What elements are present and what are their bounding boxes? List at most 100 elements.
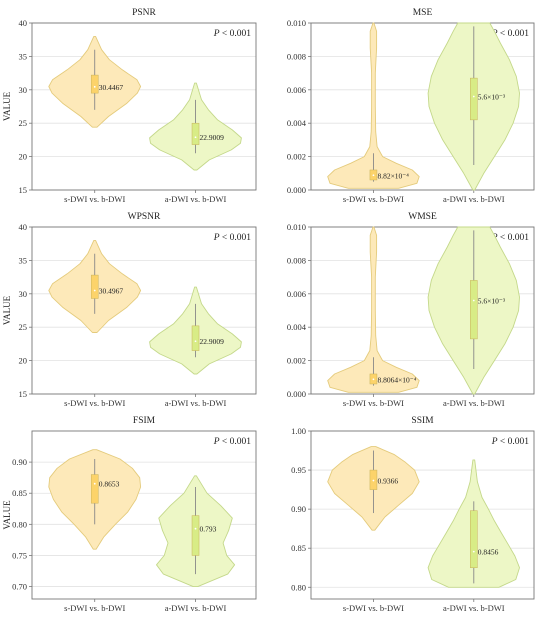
plot-frame — [31, 226, 257, 395]
y-axis-label: VALUE — [2, 91, 12, 121]
y-tick-label: 1.00 — [291, 426, 306, 436]
median-marker — [93, 289, 96, 292]
plot-frame — [310, 430, 535, 600]
y-tick-label: 20 — [19, 152, 28, 162]
median-label: 8.82×10⁻⁴ — [377, 171, 409, 180]
p-value-annotation: P < 0.001 — [213, 233, 252, 243]
y-tick-label: 0.000 — [287, 389, 306, 399]
y-tick-label: 0.70 — [12, 582, 27, 592]
plot-frame — [310, 226, 535, 395]
y-tick-label: 35 — [19, 255, 28, 265]
chart-title: WPSNR — [128, 212, 161, 222]
median-marker — [472, 550, 475, 553]
y-tick-label: 0.004 — [287, 322, 307, 332]
median-marker — [372, 378, 375, 381]
p-value-annotation: P < 0.001 — [213, 29, 252, 39]
median-label: 30.4967 — [99, 286, 124, 295]
x-tick-label: a-DWI vs. b-DWI — [443, 194, 505, 204]
x-tick-label: s-DWI vs. b-DWI — [64, 194, 125, 204]
x-tick-label: s-DWI vs. b-DWI — [343, 194, 404, 204]
median-marker — [194, 136, 197, 139]
p-value-annotation: P < 0.001 — [213, 437, 252, 447]
median-label: 0.9366 — [377, 477, 398, 486]
violin-body — [327, 22, 420, 189]
y-tick-label: 30 — [19, 85, 28, 95]
x-tick-label: a-DWI vs. b-DWI — [165, 603, 227, 613]
y-tick-label: 0.008 — [287, 51, 306, 61]
x-tick-label: s-DWI vs. b-DWI — [64, 603, 125, 613]
y-tick-label: 0.000 — [287, 185, 306, 195]
panel-psnr: 15 20 25 30 35 40 PSNR P < 0.001 VALUE s-DWI vs. … — [2, 8, 257, 204]
median-label: 5.6×10⁻³ — [478, 296, 506, 305]
iqr-box — [90, 274, 99, 299]
y-tick-label: 0.010 — [287, 18, 306, 28]
x-tick-label: a-DWI vs. b-DWI — [443, 398, 505, 408]
x-tick-label: s-DWI vs. b-DWI — [343, 398, 404, 408]
y-tick-label: 0.002 — [287, 356, 306, 366]
median-marker — [194, 527, 197, 530]
median-marker — [93, 482, 96, 485]
iqr-box — [191, 325, 200, 351]
y-tick-label: 0.75 — [12, 550, 27, 560]
y-axis-label: VALUE — [2, 500, 12, 530]
y-tick-label: 35 — [19, 51, 28, 61]
median-marker — [93, 85, 96, 88]
iqr-box — [191, 122, 200, 145]
y-tick-label: 0.002 — [287, 152, 306, 162]
median-marker — [194, 340, 197, 343]
y-tick-label: 40 — [19, 18, 28, 28]
y-tick-label: 40 — [19, 222, 28, 232]
iqr-box — [90, 474, 99, 504]
iqr-box — [470, 77, 478, 121]
panel-fsim: 0.70 0.75 0.80 0.85 0.90 FSIM P < 0.001 VALUE s-… — [2, 416, 257, 613]
iqr-box — [191, 515, 200, 556]
panel-wpsnr: 15 20 25 30 35 40 WPSNR P < 0.001 VALUE s-DWI vs.… — [2, 212, 257, 408]
y-tick-label: 20 — [19, 356, 28, 366]
violin-body — [327, 226, 420, 393]
median-label: 22.9009 — [200, 133, 225, 142]
x-tick-label: s-DWI vs. b-DWI — [343, 603, 404, 613]
x-tick-label: a-DWI vs. b-DWI — [165, 398, 227, 408]
median-label: 8.8064×10⁻⁴ — [377, 375, 416, 384]
x-tick-label: s-DWI vs. b-DWI — [64, 398, 125, 408]
panel-ssim: 0.80 0.85 0.90 0.95 1.00 SSIM P < 0.001 s-DWI v… — [291, 416, 535, 613]
y-tick-label: 0.004 — [287, 118, 307, 128]
y-tick-label: 0.90 — [291, 504, 306, 514]
median-label: 22.9009 — [200, 337, 225, 346]
median-label: 0.793 — [200, 525, 217, 534]
median-marker — [472, 95, 475, 98]
chart-title: SSIM — [411, 416, 434, 426]
y-tick-label: 0.85 — [12, 488, 27, 498]
y-tick-label: 0.90 — [12, 457, 27, 467]
y-tick-label: 0.95 — [291, 465, 306, 475]
y-tick-label: 30 — [19, 289, 28, 299]
chart-title: MSE — [413, 8, 433, 18]
plot-frame — [31, 22, 257, 191]
chart-title: WMSE — [408, 212, 437, 222]
median-marker — [372, 479, 375, 482]
median-marker — [472, 299, 475, 302]
y-tick-label: 25 — [19, 118, 28, 128]
y-tick-label: 0.80 — [12, 519, 27, 529]
iqr-box — [470, 510, 478, 568]
y-tick-label: 0.010 — [287, 222, 306, 232]
y-tick-label: 15 — [19, 389, 28, 399]
y-tick-label: 15 — [19, 185, 28, 195]
median-marker — [372, 174, 375, 177]
x-tick-label: a-DWI vs. b-DWI — [443, 603, 505, 613]
x-tick-label: a-DWI vs. b-DWI — [165, 194, 227, 204]
y-tick-label: 0.006 — [287, 289, 306, 299]
iqr-box — [470, 280, 478, 340]
median-label: 0.8456 — [478, 548, 499, 557]
median-label: 30.4467 — [99, 83, 124, 92]
median-label: 0.8653 — [99, 480, 120, 489]
y-tick-label: 25 — [19, 322, 28, 332]
p-value-annotation: P < 0.001 — [491, 437, 530, 447]
y-tick-label: 0.006 — [287, 85, 306, 95]
plot-frame — [31, 430, 257, 600]
y-axis-label: VALUE — [2, 295, 12, 325]
